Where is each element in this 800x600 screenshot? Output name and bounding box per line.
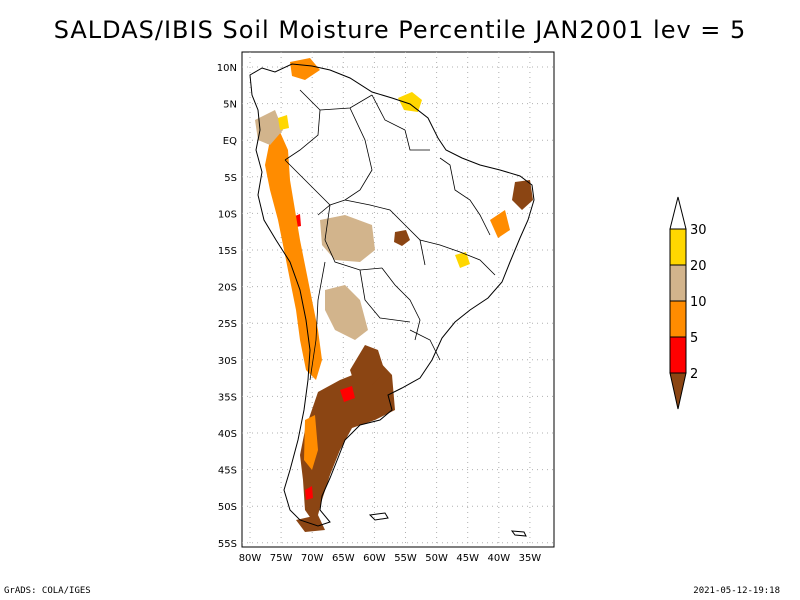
shade-orange-andes: [265, 132, 322, 380]
shade-orange-ne: [490, 210, 510, 238]
lon-tick-label: 45W: [456, 553, 479, 564]
legend-colorbar: 30 20 10 5 2: [669, 196, 707, 410]
shade-tan-argentina: [325, 285, 368, 340]
footer-credit: GrADS: COLA/IGES: [4, 586, 91, 596]
legend-tick-label: 20: [690, 259, 707, 274]
shade-argentina-north: [350, 345, 385, 385]
lat-tick-label: 10N: [217, 63, 237, 74]
shade-orange-north: [290, 58, 320, 80]
lat-tick-label: 20S: [218, 283, 237, 294]
legend-tick-label: 2: [690, 367, 698, 382]
shade-tan-colombia: [255, 110, 283, 145]
lon-tick-label: 75W: [270, 553, 293, 564]
country-borders: [284, 89, 496, 381]
legend-bin-10-20: [669, 264, 687, 302]
coastline: [249, 63, 535, 527]
legend-tick-label: 30: [690, 223, 707, 238]
shade-yellow-brazil: [455, 252, 470, 268]
shade-yellow-guiana: [398, 92, 422, 112]
legend-bin-above-30: [669, 196, 687, 230]
lon-tick-label: 65W: [332, 553, 355, 564]
lat-tick-label: 15S: [218, 246, 237, 257]
lon-tick-label: 50W: [425, 553, 448, 564]
shade-yellow-colombia: [278, 115, 289, 130]
shade-patagonia: [300, 360, 395, 520]
shade-central-brazil: [394, 230, 410, 246]
lat-tick-label: 5S: [224, 173, 237, 184]
lat-tick-label: 35S: [218, 392, 237, 403]
lat-tick-label: 55S: [218, 539, 237, 550]
footer-timestamp: 2021-05-12-19:18: [693, 586, 780, 596]
soil-moisture-field: [255, 58, 533, 532]
lat-tick-label: 10S: [218, 209, 237, 220]
longitude-axis: 80W 75W 70W 65W 60W 55W 50W 45W 40W 35W: [239, 553, 542, 564]
lat-tick-label: 50S: [218, 502, 237, 513]
lon-tick-label: 60W: [363, 553, 386, 564]
graticule: [242, 52, 554, 547]
falklands: [368, 512, 389, 521]
lat-tick-label: 30S: [218, 356, 237, 367]
shade-red-2: [340, 386, 355, 402]
shade-tan-bolivia: [320, 215, 375, 262]
lat-tick-label: 5N: [223, 100, 237, 111]
lon-tick-label: 55W: [394, 553, 417, 564]
legend-bin-5-10: [669, 300, 687, 338]
lat-tick-label: EQ: [223, 136, 237, 147]
legend-tick-label: 10: [690, 295, 707, 310]
lat-tick-label: 45S: [218, 466, 237, 477]
lon-tick-label: 35W: [519, 553, 542, 564]
map-title: SALDAS/IBIS Soil Moisture Percentile JAN…: [53, 16, 747, 44]
shade-red-3: [305, 486, 313, 500]
lat-tick-label: 40S: [218, 429, 237, 440]
lon-tick-label: 70W: [301, 553, 324, 564]
legend-bin-2-5: [669, 336, 687, 374]
legend-bin-20-30: [669, 228, 687, 266]
lon-tick-label: 80W: [239, 553, 262, 564]
lat-tick-label: 25S: [218, 319, 237, 330]
shade-ne-brazil: [512, 180, 533, 210]
lon-tick-label: 40W: [487, 553, 510, 564]
legend-bin-below-2: [669, 372, 687, 410]
shade-orange-chile: [304, 415, 318, 470]
south-georgia: [510, 530, 527, 537]
latitude-axis: 10N 5N EQ 5S 10S 15S 20S 25S 30S 35S 40S 45S 50S 55S: [217, 63, 237, 550]
legend-tick-label: 5: [690, 331, 698, 346]
